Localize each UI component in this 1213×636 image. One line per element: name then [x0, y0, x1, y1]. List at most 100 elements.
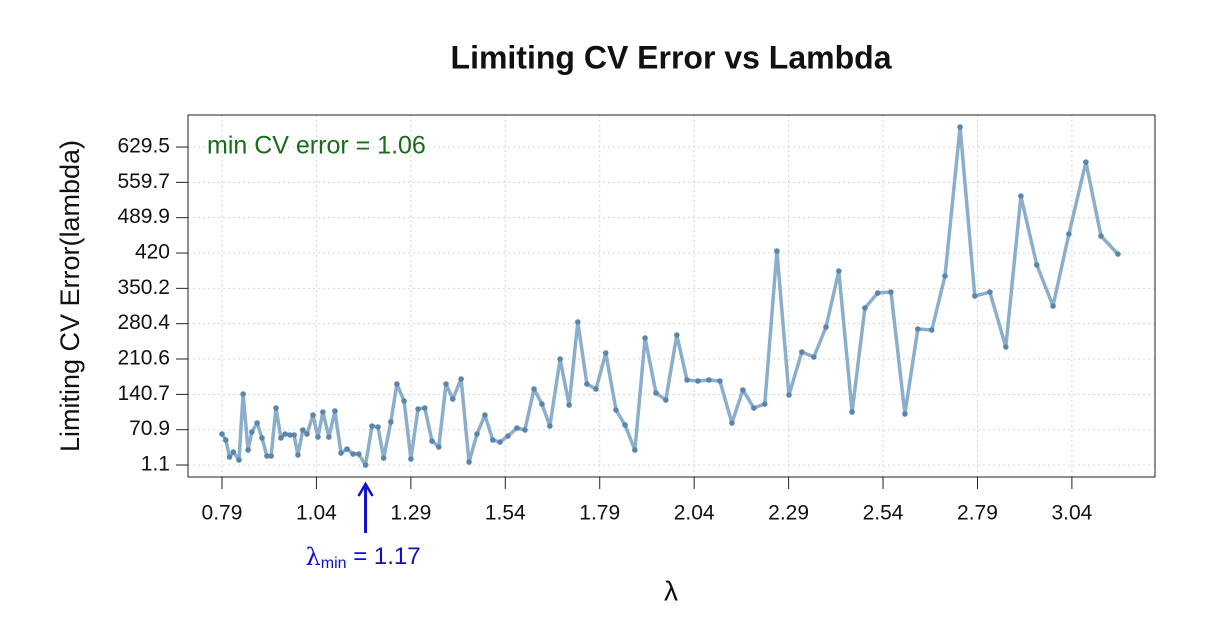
point [490, 437, 496, 443]
point [408, 456, 414, 462]
point [862, 305, 868, 311]
lambda-min-annotation: λmin = 1.17 [306, 543, 421, 573]
y-tick-label: 1.1 [141, 453, 170, 476]
point [369, 423, 375, 429]
point [375, 424, 381, 430]
point [264, 453, 270, 459]
plot-frame [187, 114, 1156, 478]
point [249, 429, 255, 435]
x-tick-label: 0.79 [202, 502, 243, 525]
point [355, 451, 362, 457]
point [593, 386, 599, 392]
point [497, 439, 503, 445]
point [401, 398, 407, 404]
y-tick-label: 280.4 [117, 311, 170, 334]
point [914, 326, 921, 332]
x-tick-label: 1.29 [390, 502, 431, 525]
point [622, 422, 628, 428]
point [344, 446, 350, 452]
point [240, 391, 246, 397]
point [684, 377, 690, 383]
point [505, 433, 511, 439]
lambda-symbol: λ [306, 543, 321, 571]
point [539, 401, 545, 407]
point [613, 407, 619, 413]
point [254, 420, 260, 426]
point [774, 248, 780, 254]
line [220, 125, 1120, 467]
point [957, 124, 963, 130]
point [717, 378, 723, 384]
point [362, 462, 369, 468]
point [663, 397, 669, 403]
point [786, 392, 792, 398]
point [547, 423, 553, 429]
y-tick-label: 210.6 [117, 347, 170, 370]
x-tick-label: 2.79 [957, 502, 998, 525]
point [429, 438, 435, 444]
point [1002, 344, 1009, 350]
point [415, 406, 421, 412]
point [602, 350, 609, 356]
x-tick-label: 2.54 [863, 502, 904, 525]
point [584, 381, 590, 387]
point [557, 356, 563, 362]
point [811, 354, 817, 360]
lambda-min-value: = 1.17 [347, 543, 421, 570]
point [259, 435, 265, 441]
y-axis-label: Limiting CV Error(lambda) [55, 140, 85, 452]
x-tick-label: 3.04 [1051, 502, 1092, 525]
point [695, 378, 701, 384]
x-tick-label: 2.29 [768, 502, 809, 525]
point [888, 289, 894, 295]
x-axis-label: λ [664, 575, 678, 606]
point [531, 386, 537, 392]
point [653, 390, 659, 396]
point [762, 401, 768, 407]
point [388, 419, 394, 425]
point [575, 319, 581, 325]
lambda-subscript: min [321, 555, 347, 572]
point [836, 268, 842, 274]
point [226, 454, 233, 460]
point [443, 381, 449, 387]
point [273, 405, 279, 411]
y-tick-label: 350.2 [117, 276, 170, 299]
point [394, 381, 400, 387]
point [350, 451, 356, 457]
point [987, 289, 993, 295]
point [300, 427, 306, 433]
min-error-annotation: min CV error = 1.06 [207, 132, 426, 160]
point [874, 290, 881, 296]
point [740, 387, 746, 393]
point [436, 444, 442, 450]
point [1115, 251, 1121, 257]
point [291, 432, 297, 438]
y-tick-label: 489.9 [117, 205, 170, 228]
point [729, 420, 735, 426]
point [320, 409, 326, 415]
point [326, 434, 332, 440]
point [458, 376, 464, 382]
point [566, 402, 572, 408]
point [422, 405, 428, 411]
point [799, 349, 805, 355]
point [972, 293, 978, 299]
y-tick-label: 420 [135, 241, 170, 264]
y-tick-label: 70.9 [129, 417, 170, 440]
point [287, 432, 293, 438]
point [268, 453, 274, 459]
point [632, 447, 638, 453]
point [902, 411, 908, 417]
y-tick-label: 559.7 [117, 170, 170, 193]
point [482, 412, 488, 418]
point [278, 435, 284, 441]
point [219, 431, 225, 437]
x-tick-label: 2.04 [674, 502, 715, 525]
point [1033, 262, 1040, 268]
point [1083, 159, 1089, 165]
point [706, 377, 712, 383]
point [823, 324, 829, 330]
point [514, 425, 520, 431]
